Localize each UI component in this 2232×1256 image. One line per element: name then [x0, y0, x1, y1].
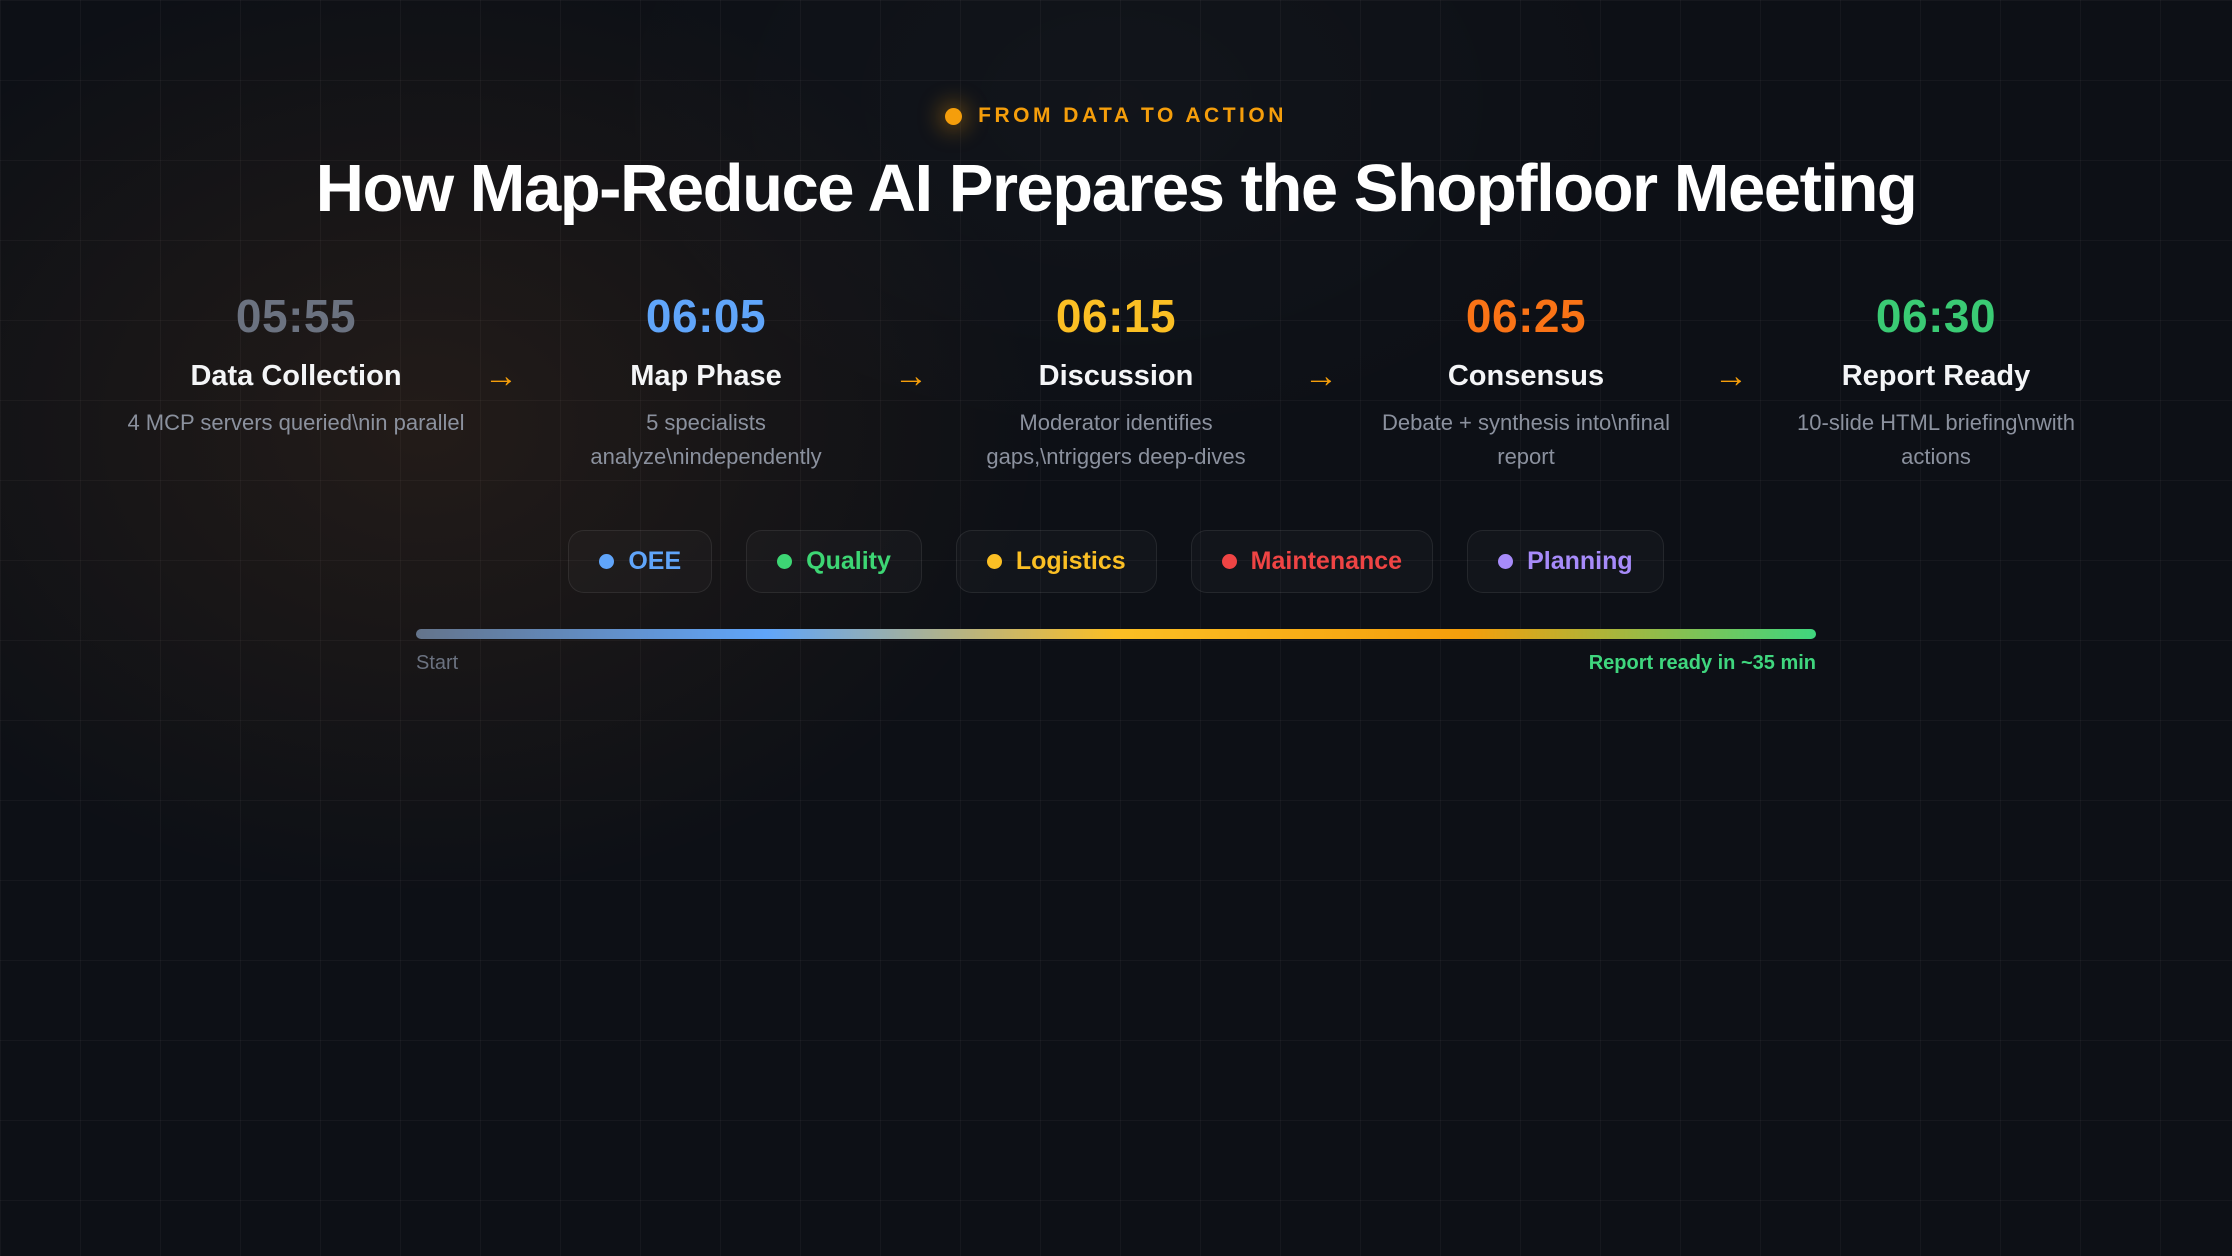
step-description: 5 specialists analyze\nindependently: [590, 409, 822, 470]
dot-icon: [777, 554, 793, 570]
badge-label: OEE: [628, 547, 682, 576]
arrow-right-icon: →: [1714, 357, 1748, 396]
step-time: 06:05: [645, 290, 767, 343]
badge-planning: Planning: [1467, 530, 1664, 594]
timeline-step-map-phase: 06:05 Map Phase 5 specialists analyze\ni…: [536, 289, 876, 474]
badge-label: Logistics: [1015, 547, 1126, 576]
timeline-step-report-ready: 06:30 Report Ready 10-slide HTML briefin…: [1766, 289, 2106, 474]
arrow-right-icon: →: [484, 357, 518, 396]
arrow-right-icon: →: [1304, 357, 1338, 396]
step-description: 4 MCP servers queried\nin parallel: [127, 409, 465, 435]
legend-badges: OEE Quality Logistics Maintenance Planni…: [0, 530, 2232, 594]
timeline-step-discussion: 06:15 Discussion Moderator identifies ga…: [946, 289, 1286, 474]
eyebrow-dot-icon: [945, 107, 963, 125]
eyebrow-label: FROM DATA TO ACTION: [978, 104, 1287, 127]
arrow-right-icon: →: [894, 357, 928, 396]
step-title: Data Collection: [190, 360, 402, 393]
badge-quality: Quality: [746, 530, 922, 594]
step-title: Report Ready: [1841, 360, 2031, 393]
dot-icon: [599, 554, 615, 570]
step-title: Consensus: [1447, 360, 1605, 393]
dot-icon: [986, 554, 1002, 570]
dot-icon: [1221, 554, 1237, 570]
progress-start-label: Start: [416, 652, 459, 675]
badge-logistics: Logistics: [955, 530, 1157, 594]
step-time: 06:30: [1875, 290, 1997, 343]
timeline-step-data-collection: 05:55 Data Collection 4 MCP servers quer…: [126, 289, 466, 440]
progress-end-label: Report ready in ~35 min: [1588, 652, 1816, 675]
step-time: 06:25: [1465, 290, 1587, 343]
badge-label: Planning: [1527, 547, 1633, 576]
progress-section: Start Report ready in ~35 min: [416, 629, 1816, 675]
eyebrow: FROM DATA TO ACTION: [0, 104, 2232, 128]
badge-oee: OEE: [568, 530, 713, 594]
timeline-step-consensus: 06:25 Consensus Debate + synthesis into\…: [1356, 289, 1696, 474]
step-description: Moderator identifies gaps,\ntriggers dee…: [986, 409, 1246, 470]
progress-gradient-bar: [416, 629, 1816, 640]
dot-icon: [1498, 554, 1514, 570]
badge-maintenance: Maintenance: [1190, 530, 1434, 594]
badge-label: Quality: [806, 547, 891, 576]
step-title: Discussion: [1038, 360, 1194, 393]
timeline: 05:55 Data Collection 4 MCP servers quer…: [126, 289, 2106, 474]
badge-label: Maintenance: [1250, 547, 1403, 576]
step-time: 05:55: [235, 290, 357, 343]
step-description: 10-slide HTML briefing\nwith actions: [1797, 409, 2075, 470]
page-title: How Map-Reduce AI Prepares the Shopfloor…: [315, 151, 1918, 226]
step-title: Map Phase: [630, 360, 782, 393]
step-description: Debate + synthesis into\nfinal report: [1381, 409, 1670, 470]
step-time: 06:15: [1055, 290, 1177, 343]
progress-labels: Start Report ready in ~35 min: [416, 652, 1816, 675]
